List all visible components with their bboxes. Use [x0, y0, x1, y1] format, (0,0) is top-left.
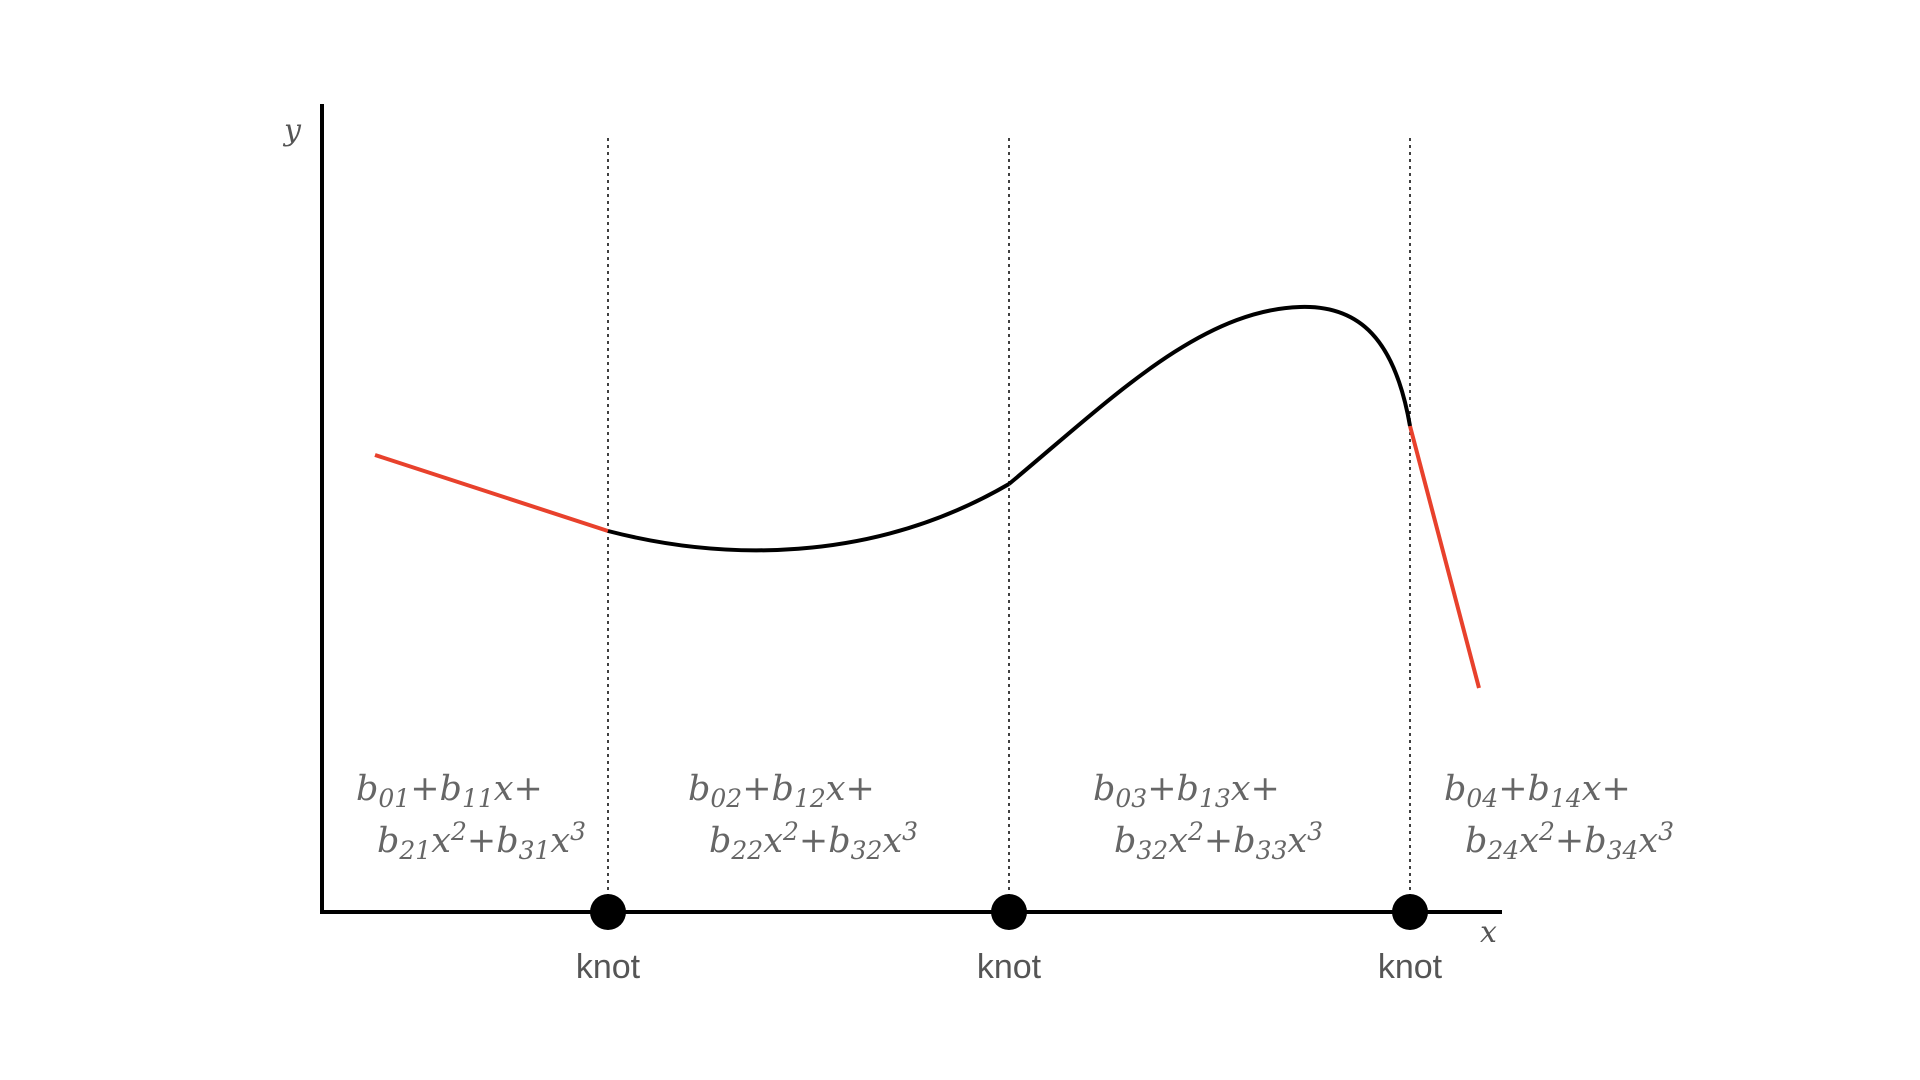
cubic-segment-2 — [607, 482, 1011, 553]
knot-marker-3 — [1392, 894, 1428, 930]
formula-1-line-2: b21x2+b31x3 — [377, 817, 586, 865]
segment-formula-3: b03+b13x+ b32x2+b33x3 — [1093, 769, 1323, 865]
knot-marker-2 — [991, 894, 1027, 930]
formula-4-line-2: b24x2+b34x3 — [1465, 817, 1674, 865]
formula-3-line-2: b32x2+b33x3 — [1114, 817, 1323, 865]
segment-formula-1: b01+b11x+ b21x2+b31x3 — [356, 769, 586, 865]
knot-label-1: knot — [576, 948, 641, 986]
knot-label-2: knot — [977, 948, 1042, 986]
formula-3-line-1: b03+b13x+ — [1093, 769, 1280, 813]
segment-formula-4: b04+b14x+ b24x2+b34x3 — [1444, 769, 1674, 865]
formula-4-line-1: b04+b14x+ — [1444, 769, 1631, 813]
y-axis-label: y — [282, 113, 302, 148]
left-linear-segment — [374, 453, 609, 533]
right-linear-segment — [1408, 425, 1481, 689]
knot-label-3: knot — [1378, 948, 1443, 986]
segment-formula-2: b02+b12x+ b22x2+b32x3 — [688, 769, 918, 865]
formula-2-line-1: b02+b12x+ — [688, 769, 875, 813]
formula-2-line-2: b22x2+b32x3 — [709, 817, 918, 865]
cubic-segment-3 — [1007, 304, 1412, 486]
x-axis-label: x — [1480, 915, 1497, 950]
formula-1-line-1: b01+b11x+ — [356, 769, 543, 813]
knot-marker-1 — [590, 894, 626, 930]
